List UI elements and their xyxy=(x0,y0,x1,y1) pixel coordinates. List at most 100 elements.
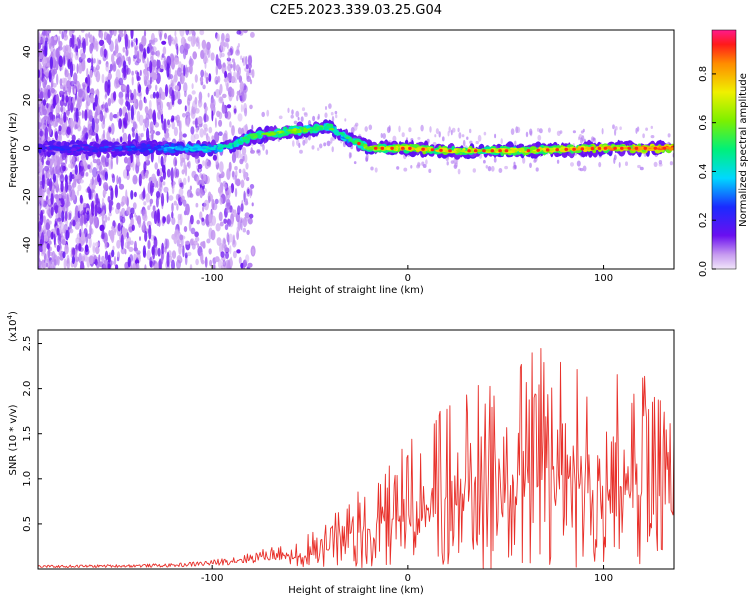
noise-speck xyxy=(48,220,52,225)
noise-speck xyxy=(59,78,63,86)
noise-speck xyxy=(95,193,99,206)
noise-speck xyxy=(90,228,94,235)
colorbar-tick-label: 0.8 xyxy=(698,66,709,82)
noise-speck xyxy=(209,259,213,267)
noise-speck xyxy=(194,74,198,83)
noise-speck xyxy=(69,228,74,234)
noise-speck xyxy=(174,30,177,37)
noise-speck xyxy=(408,127,412,133)
noise-speck xyxy=(87,164,91,170)
noise-speck xyxy=(179,30,185,37)
noise-speck xyxy=(248,68,251,74)
noise-speck xyxy=(132,202,137,210)
noise-speck xyxy=(38,221,42,233)
noise-speck xyxy=(125,49,129,57)
noise-speck xyxy=(222,101,225,113)
noise-speck xyxy=(66,126,71,135)
noise-speck xyxy=(183,64,186,77)
noise-speck xyxy=(187,94,193,102)
noise-speck xyxy=(52,173,57,183)
noise-speck xyxy=(245,162,249,170)
spectrogram-x-ticks: -100 0 100 xyxy=(201,265,613,284)
noise-speck xyxy=(139,44,144,52)
ridge-peak xyxy=(597,146,602,150)
noise-speck xyxy=(189,185,192,191)
noise-speck xyxy=(157,247,161,257)
noise-speck xyxy=(53,36,57,41)
noise-speck xyxy=(45,262,49,268)
noise-speck xyxy=(266,109,270,117)
noise-speck xyxy=(556,159,560,164)
noise-speck xyxy=(41,252,45,257)
colorbar-tick-label: 0.4 xyxy=(698,163,709,179)
noise-speck xyxy=(143,213,148,222)
noise-speck xyxy=(237,43,240,48)
noise-speck xyxy=(122,46,126,53)
noise-speck xyxy=(222,62,226,68)
noise-speck xyxy=(194,133,200,140)
noise-speck xyxy=(240,179,245,189)
noise-speck xyxy=(43,215,47,226)
noise-speck xyxy=(579,168,584,172)
noise-speck xyxy=(181,157,186,163)
noise-speck xyxy=(208,126,213,134)
noise-speck xyxy=(296,139,300,147)
noise-speck xyxy=(210,102,214,110)
ridge-peak xyxy=(572,147,576,151)
noise-speck xyxy=(58,193,62,199)
noise-speck xyxy=(39,161,43,166)
noise-speck xyxy=(152,68,158,73)
noise-speck xyxy=(344,118,347,122)
noise-speck xyxy=(153,37,158,43)
noise-speck xyxy=(195,202,199,208)
noise-speck xyxy=(529,162,532,168)
noise-speck xyxy=(191,83,194,90)
noise-speck xyxy=(89,43,93,54)
noise-speck xyxy=(504,165,508,170)
noise-speck xyxy=(249,104,253,110)
noise-speck xyxy=(208,73,212,83)
noise-speck xyxy=(401,132,405,138)
noise-speck xyxy=(153,210,158,224)
noise-speck xyxy=(324,112,328,118)
noise-speck xyxy=(38,121,41,130)
noise-speck xyxy=(135,214,138,221)
spectrogram-y-axis-label: Frequency (Hz) xyxy=(8,112,19,188)
noise-speck xyxy=(60,198,64,204)
noise-speck xyxy=(126,244,130,250)
noise-speck xyxy=(82,125,86,136)
ridge-peak xyxy=(448,149,452,153)
ridge-blob xyxy=(257,134,262,139)
noise-speck xyxy=(127,157,131,168)
noise-speck xyxy=(114,76,119,85)
noise-speck xyxy=(119,211,123,217)
noise-speck xyxy=(66,196,70,208)
noise-speck xyxy=(91,176,94,187)
noise-speck xyxy=(59,90,64,96)
noise-speck xyxy=(211,110,214,122)
noise-speck xyxy=(201,179,205,187)
noise-speck xyxy=(366,153,369,159)
noise-speck xyxy=(242,30,248,34)
noise-speck xyxy=(317,147,320,151)
noise-speck xyxy=(151,173,157,183)
noise-speck xyxy=(176,119,180,127)
noise-speck xyxy=(158,154,161,164)
noise-speck xyxy=(70,80,75,87)
noise-speck xyxy=(207,92,210,98)
noise-speck xyxy=(152,91,156,99)
noise-speck xyxy=(58,55,63,68)
noise-speck xyxy=(148,99,152,110)
noise-speck xyxy=(331,115,335,123)
noise-speck xyxy=(228,185,232,195)
noise-speck xyxy=(63,31,67,38)
noise-speck xyxy=(105,63,109,72)
noise-speck xyxy=(240,262,244,269)
noise-speck xyxy=(224,70,228,79)
noise-speck xyxy=(39,130,44,137)
noise-speck xyxy=(109,260,114,266)
noise-speck xyxy=(224,244,228,253)
noise-speck xyxy=(64,210,68,222)
ridge-blob xyxy=(668,148,673,151)
noise-speck xyxy=(335,114,338,119)
